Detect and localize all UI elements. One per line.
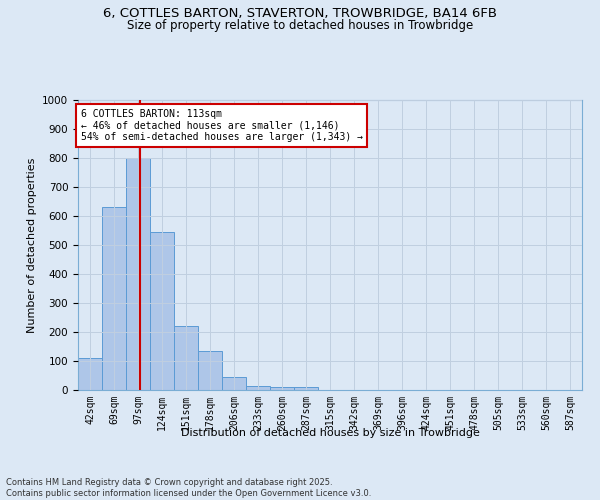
Text: 6, COTTLES BARTON, STAVERTON, TROWBRIDGE, BA14 6FB: 6, COTTLES BARTON, STAVERTON, TROWBRIDGE… — [103, 8, 497, 20]
Bar — [150, 232, 174, 390]
Bar — [294, 387, 318, 390]
Bar — [126, 158, 150, 390]
Text: Size of property relative to detached houses in Trowbridge: Size of property relative to detached ho… — [127, 19, 473, 32]
Bar — [198, 351, 222, 390]
Bar — [102, 208, 126, 390]
Bar — [270, 387, 294, 390]
Bar — [222, 377, 246, 390]
Text: Distribution of detached houses by size in Trowbridge: Distribution of detached houses by size … — [181, 428, 479, 438]
Bar — [78, 358, 102, 390]
Y-axis label: Number of detached properties: Number of detached properties — [26, 158, 37, 332]
Bar — [246, 386, 270, 390]
Bar — [174, 326, 198, 390]
Text: 6 COTTLES BARTON: 113sqm
← 46% of detached houses are smaller (1,146)
54% of sem: 6 COTTLES BARTON: 113sqm ← 46% of detach… — [80, 108, 362, 142]
Text: Contains HM Land Registry data © Crown copyright and database right 2025.
Contai: Contains HM Land Registry data © Crown c… — [6, 478, 371, 498]
